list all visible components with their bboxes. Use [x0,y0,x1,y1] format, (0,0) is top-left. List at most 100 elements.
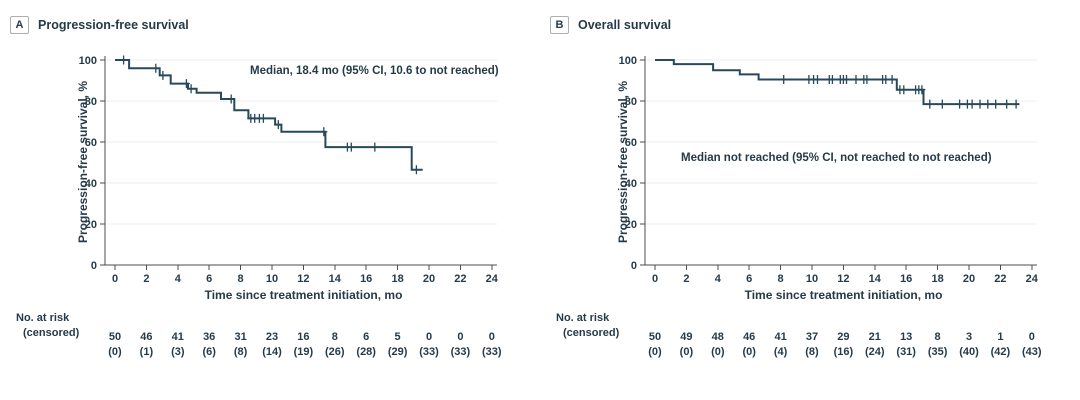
svg-text:0: 0 [631,260,637,272]
svg-text:(24): (24) [865,346,885,358]
svg-text:0: 0 [1029,331,1035,343]
svg-text:10: 10 [806,273,818,285]
censor-marks [780,75,1020,109]
svg-text:22: 22 [994,273,1006,285]
svg-text:(1): (1) [140,346,154,358]
svg-text:(43): (43) [1022,346,1042,358]
svg-text:0: 0 [457,331,463,343]
risk-table-label: No. at risk [556,312,610,324]
svg-text:(33): (33) [419,346,439,358]
svg-text:21: 21 [869,331,881,343]
risk-table-label: No. at risk [16,312,70,324]
svg-text:60: 60 [625,137,637,149]
svg-text:20: 20 [625,219,637,231]
svg-text:18: 18 [931,273,943,285]
svg-text:48: 48 [712,331,724,343]
risk-table-censored-label: (censored) [23,327,80,339]
svg-text:(0): (0) [648,346,662,358]
x-axis-label: Time since treatment initiation, mo [744,288,943,302]
svg-text:41: 41 [172,331,184,343]
svg-text:(0): (0) [680,346,694,358]
svg-text:(35): (35) [928,346,948,358]
svg-text:0: 0 [426,331,432,343]
svg-text:46: 46 [743,331,755,343]
svg-text:20: 20 [85,219,97,231]
svg-text:4: 4 [175,273,182,285]
svg-text:12: 12 [837,273,849,285]
svg-text:(6): (6) [202,346,216,358]
svg-text:0: 0 [91,260,97,272]
svg-text:(33): (33) [482,346,502,358]
svg-text:(4): (4) [774,346,788,358]
y-axis-label: Progression-free survival, % [76,80,90,244]
svg-text:14: 14 [869,273,882,285]
svg-text:16: 16 [360,273,372,285]
y-axis-label: Progression-free survival, % [616,80,630,244]
censor-marks [120,55,420,175]
svg-text:50: 50 [109,331,121,343]
svg-text:(0): (0) [108,346,122,358]
x-tick-labels: 0 2 4 6 8 10 12 14 16 18 20 22 24 [652,273,1039,285]
svg-text:(0): (0) [711,346,725,358]
svg-text:31: 31 [234,331,246,343]
svg-text:46: 46 [140,331,152,343]
svg-text:24: 24 [1026,273,1039,285]
risk-row-at-risk: 50 49 48 46 41 37 29 21 13 8 3 1 0 [649,331,1035,343]
gridlines [105,59,497,225]
svg-text:(26): (26) [325,346,345,358]
svg-text:16: 16 [297,331,309,343]
svg-text:41: 41 [774,331,786,343]
svg-text:6: 6 [363,331,369,343]
svg-text:8: 8 [778,273,784,285]
risk-row-at-risk: 50 46 41 36 31 23 16 8 6 5 0 0 0 [109,331,495,343]
panel-key-badge: A [10,16,29,34]
svg-text:49: 49 [680,331,692,343]
panel-header: B Overall survival [550,16,671,34]
svg-text:0: 0 [112,273,118,285]
median-annotation: Median, 18.4 mo (95% CI, 10.6 to not rea… [250,65,499,77]
axes [640,56,1037,270]
axes [100,56,497,270]
svg-text:(40): (40) [959,346,979,358]
svg-text:12: 12 [297,273,309,285]
svg-text:(33): (33) [451,346,471,358]
svg-text:(0): (0) [742,346,756,358]
svg-text:40: 40 [85,178,97,190]
svg-text:2: 2 [683,273,689,285]
svg-text:4: 4 [715,273,722,285]
svg-text:1: 1 [997,331,1003,343]
median-annotation: Median not reached (95% CI, not reached … [681,152,992,164]
svg-text:100: 100 [619,55,637,67]
svg-text:16: 16 [900,273,912,285]
svg-text:(8): (8) [805,346,819,358]
y-tick-labels: 0 20 40 60 80 100 [79,55,97,272]
svg-text:(42): (42) [991,346,1011,358]
svg-text:(8): (8) [234,346,248,358]
svg-text:(3): (3) [171,346,185,358]
panel-header: A Progression-free survival [10,16,189,34]
svg-text:3: 3 [966,331,972,343]
y-tick-labels: 0 20 40 60 80 100 [619,55,637,272]
svg-text:50: 50 [649,331,661,343]
svg-text:29: 29 [837,331,849,343]
svg-text:(16): (16) [834,346,854,358]
svg-text:10: 10 [266,273,278,285]
panel-title: Overall survival [578,18,672,32]
svg-text:80: 80 [85,96,97,108]
svg-text:13: 13 [900,331,912,343]
panel-overall-survival: B Overall survival 0 20 40 60 80 100 0 2 4 6 8 10 12… [540,0,1080,400]
svg-text:2: 2 [143,273,149,285]
svg-text:80: 80 [625,96,637,108]
panel-progression-free-survival: A Progression-free survival 0 20 40 60 80 100… [10,16,502,358]
risk-table-censored-label: (censored) [563,327,620,339]
svg-text:(19): (19) [294,346,314,358]
svg-text:(29): (29) [388,346,408,358]
survival-curve [655,59,1020,106]
svg-text:(14): (14) [262,346,282,358]
svg-text:100: 100 [79,55,97,67]
svg-text:20: 20 [423,273,435,285]
svg-text:36: 36 [203,331,215,343]
panel-key-badge: B [550,16,569,34]
